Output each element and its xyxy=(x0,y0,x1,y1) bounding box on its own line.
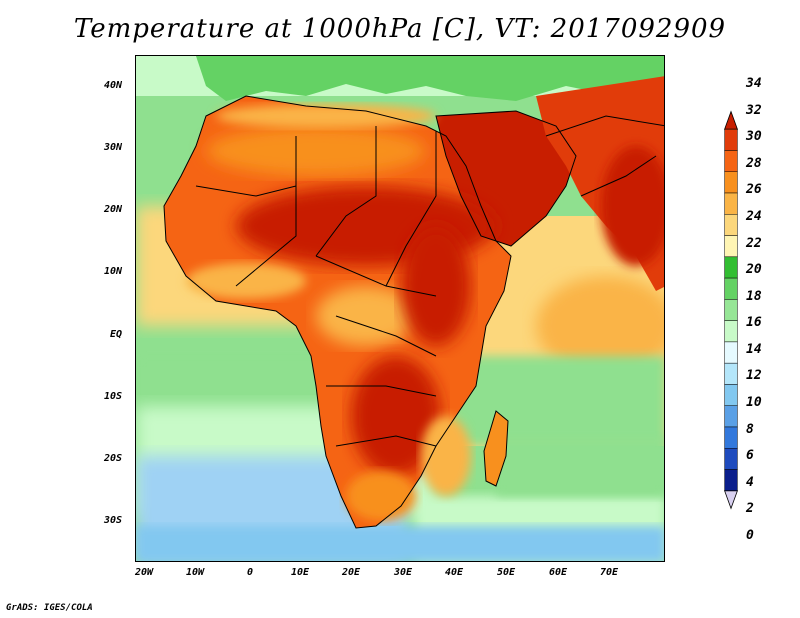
colorbar-label: 2 xyxy=(746,501,754,517)
europe-land xyxy=(196,56,664,101)
color-bar xyxy=(724,110,738,510)
lon-label-20e: 20E xyxy=(342,567,361,578)
lon-label-10w: 10W xyxy=(186,567,205,578)
colorbar-label: 14 xyxy=(746,341,762,357)
colorbar-cell xyxy=(724,214,738,236)
colorbar-label: 12 xyxy=(746,368,762,384)
ocean-far-south xyxy=(136,526,664,561)
colorbar-label: 10 xyxy=(746,395,762,411)
country-borders xyxy=(163,95,664,529)
colorbar-cell xyxy=(724,299,738,321)
lat-label-10n: 10N xyxy=(104,266,123,277)
lat-label-20n: 20N xyxy=(104,204,123,215)
colorbar-top-arrow xyxy=(724,110,738,130)
madagascar-land xyxy=(483,410,509,487)
mozambique-mild xyxy=(421,416,471,496)
colorbar-cell xyxy=(724,235,738,258)
colorbar-label: 30 xyxy=(746,129,762,145)
colorbar-cell xyxy=(724,362,738,385)
india-hot xyxy=(601,146,664,266)
colorbar-label: 34 xyxy=(746,76,762,91)
ocean-mid-south xyxy=(496,436,664,496)
colorbar-label: 16 xyxy=(746,315,762,331)
lon-label-70e: 70E xyxy=(600,567,619,578)
colorbar-label: 6 xyxy=(746,448,754,464)
lon-label-20w: 20W xyxy=(135,567,154,578)
colorbar-label: 28 xyxy=(746,155,762,171)
lon-label-30e: 30E xyxy=(394,567,413,578)
colorbar-label: 18 xyxy=(746,288,762,304)
colorbar-cell xyxy=(724,171,738,194)
lat-label-eq: EQ xyxy=(110,329,123,340)
lon-label-60e: 60E xyxy=(549,567,568,578)
lat-label-40n: 40N xyxy=(104,80,123,91)
map-canvas xyxy=(136,56,664,561)
colorbar-label: 32 xyxy=(746,102,762,118)
lon-label-40e: 40E xyxy=(445,567,464,578)
colorbar-label: 8 xyxy=(746,421,754,437)
colorbar-cell xyxy=(724,448,738,470)
colorbar-cell xyxy=(724,192,738,215)
sahara-north xyxy=(206,126,426,176)
lat-label-30n: 30N xyxy=(104,142,123,153)
lon-label-50e: 50E xyxy=(497,567,516,578)
lat-label-30s: 30S xyxy=(104,515,123,526)
map-title: Temperature at 1000hPa [C], VT: 20170929… xyxy=(73,14,727,44)
central-africa-warm xyxy=(316,286,416,346)
north-coast-warm xyxy=(216,104,436,128)
colorbar-cell xyxy=(724,426,738,449)
east-africa-hot xyxy=(401,226,471,346)
colorbar-label: 0 xyxy=(746,528,754,543)
temperature-map xyxy=(135,55,665,562)
lon-label-10e: 10E xyxy=(291,567,310,578)
colorbar-cell xyxy=(724,128,738,151)
colorbar-label: 22 xyxy=(746,235,762,251)
colorbar-cell xyxy=(724,405,738,428)
colorbar-cell xyxy=(724,320,738,343)
colorbar-label: 4 xyxy=(746,474,754,490)
colorbar-cell xyxy=(724,150,738,172)
west-africa-warm xyxy=(186,263,306,299)
colorbar-cell xyxy=(724,384,738,406)
lon-label-0: 0 xyxy=(247,567,254,578)
colorbar-label: 24 xyxy=(746,208,762,224)
colorbar-bottom-arrow xyxy=(724,490,738,510)
colorbar-cell xyxy=(724,469,738,492)
colorbar-label: 26 xyxy=(746,182,762,198)
colorbar-label: 20 xyxy=(746,262,762,278)
footer-credit: GrADS: IGES/COLA xyxy=(6,603,93,613)
ocean-indian-warm xyxy=(536,276,664,376)
south-africa-warm xyxy=(346,471,416,521)
colorbar-cell xyxy=(724,256,738,279)
colorbar-cell xyxy=(724,341,738,364)
lat-label-20s: 20S xyxy=(104,453,123,464)
colorbar-cell xyxy=(724,277,738,300)
lat-label-10s: 10S xyxy=(104,391,123,402)
